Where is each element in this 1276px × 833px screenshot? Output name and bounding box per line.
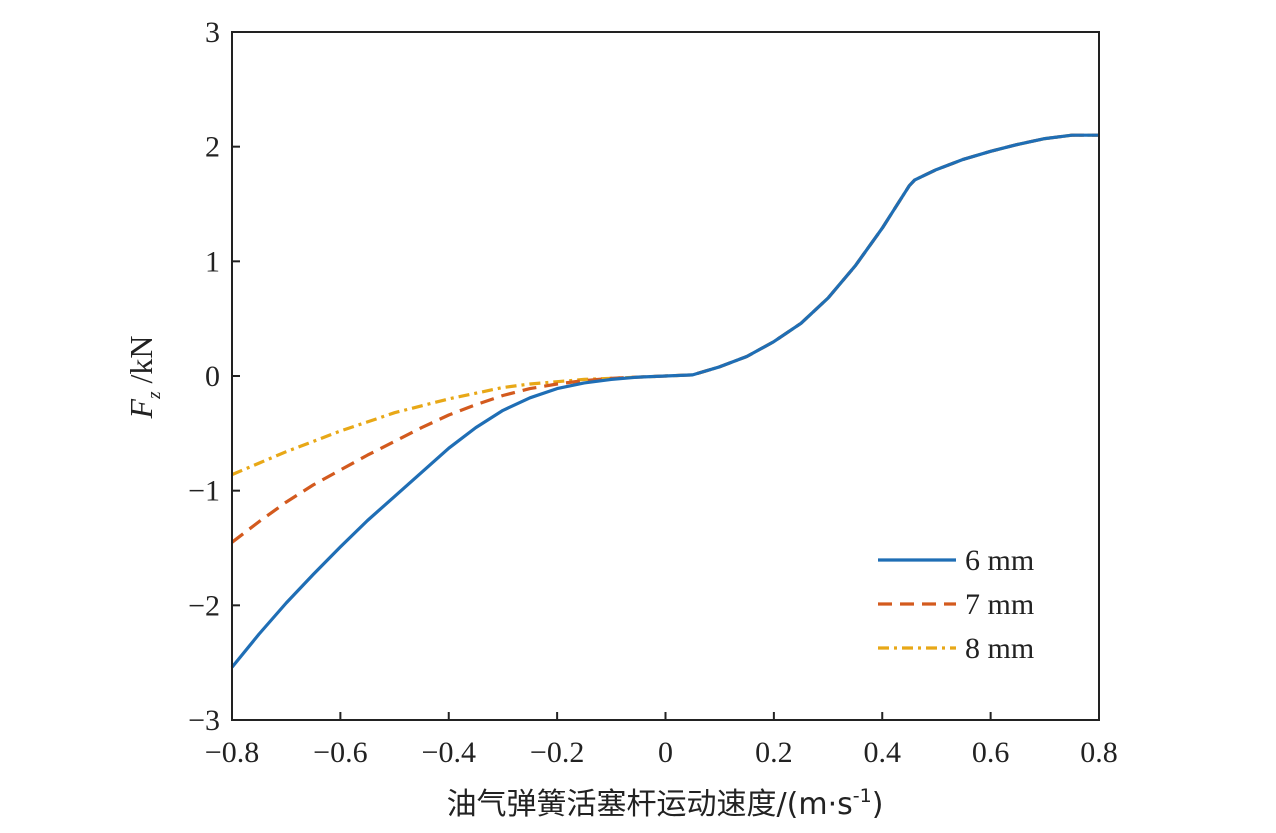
series-layer: [230, 133, 1099, 669]
y-axis-label-subscript: z: [144, 391, 165, 400]
y-tick-label: −3: [188, 704, 220, 737]
x-axis-label-superscript: -1: [853, 785, 872, 807]
y-tick-label: 2: [205, 131, 220, 164]
legend: 6 mm 7 mm 8 mm: [878, 544, 1034, 665]
x-tick-label: −0.4: [422, 736, 476, 769]
x-tick-label: −0.8: [205, 736, 259, 769]
x-tick-label: 0.6: [972, 736, 1010, 769]
x-tick-label: 0: [658, 736, 673, 769]
x-tick-label: 0.4: [864, 736, 902, 769]
series-line-8-mm: [231, 133, 1099, 477]
y-tick-label: 1: [205, 245, 220, 278]
y-tick-label: −2: [188, 589, 220, 622]
tick-layer: −0.8 −0.6 −0.4 −0.2 0 0.2 0.4 0.6 0.8 −3 −2 −1 0 1 2 3: [188, 16, 1118, 769]
y-axis-label-variable: F: [123, 398, 159, 419]
x-tick-label: −0.6: [313, 736, 367, 769]
x-tick-label: −0.2: [530, 736, 584, 769]
series-line-6-mm: [230, 133, 1099, 669]
x-tick-label: 0.2: [755, 736, 793, 769]
legend-label: 7 mm: [965, 588, 1034, 621]
x-axis-label: 油气弹簧活塞杆运动速度/(m·s-1): [447, 785, 884, 822]
x-tick-label: 0.8: [1080, 736, 1118, 769]
legend-label: 6 mm: [965, 544, 1034, 577]
y-tick-label: 3: [205, 16, 220, 49]
y-tick-label: 0: [205, 360, 220, 393]
legend-label: 8 mm: [965, 632, 1034, 665]
x-axis-label-close: ): [872, 787, 884, 822]
y-axis-label-unit: /kN: [123, 336, 159, 392]
series-line-7-mm: [231, 133, 1099, 544]
y-tick-label: −1: [188, 475, 220, 508]
y-axis-label: Fz /kN: [123, 336, 165, 420]
